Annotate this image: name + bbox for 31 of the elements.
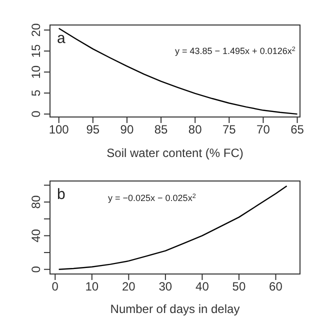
x-tick-label: 50 — [232, 280, 246, 294]
y-tick-label: 10 — [29, 65, 43, 79]
y-tick-label: 20 — [29, 23, 43, 37]
y-tick-label: 5 — [29, 89, 43, 96]
y-tick-label: 40 — [29, 228, 43, 242]
line-series — [58, 28, 298, 115]
x-tick-label: 75 — [222, 122, 236, 137]
x-tick-label: 30 — [158, 280, 172, 294]
x-tick-label: 40 — [196, 280, 210, 294]
y-tick-label: 80 — [29, 195, 43, 209]
x-axis-title: Soil water content (% FC) — [106, 146, 244, 160]
x-tick-label: 0 — [52, 280, 59, 294]
y-tick-label: 0 — [29, 266, 43, 273]
x-tick-label: 85 — [154, 122, 168, 137]
x-tick-label: 80 — [188, 122, 202, 137]
x-tick-label: 20 — [122, 280, 136, 294]
x-tick-label: 65 — [290, 122, 304, 137]
y-tick-label: 0 — [29, 110, 43, 118]
x-tick-label: 70 — [256, 122, 270, 137]
line-series — [58, 185, 288, 270]
annotation: y = 43.85 − 1.495x + 0.0126x$^{2}$ — [175, 46, 296, 56]
x-tick-label: 90 — [120, 122, 134, 137]
y-tick-label: 15 — [29, 44, 43, 58]
annotation: a — [57, 30, 66, 47]
annotation: y = −0.025x − 0.025x$^{2}$ — [108, 192, 196, 203]
x-tick-label: 10 — [85, 280, 99, 294]
annotation: b — [57, 186, 66, 203]
x-tick-label: 100 — [48, 122, 70, 137]
x-tick-label: 60 — [269, 280, 283, 294]
x-tick-label: 95 — [86, 122, 100, 137]
x-axis-title: Number of days in delay — [110, 302, 240, 316]
